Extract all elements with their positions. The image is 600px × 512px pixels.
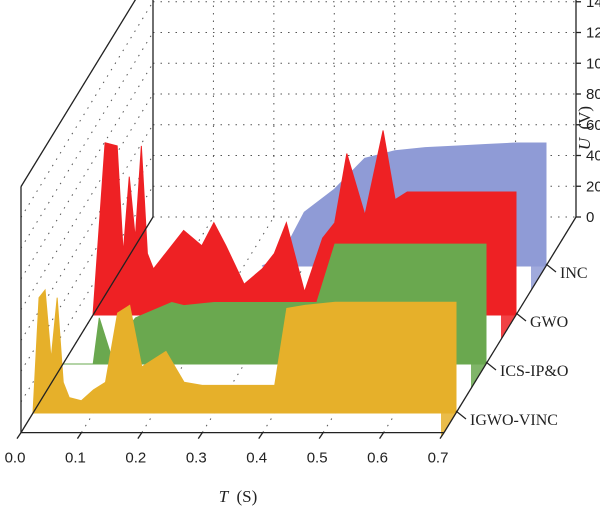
series-label-ics-ip-o: ICS-IP&O (500, 363, 568, 380)
x-tick-label: 0.1 (65, 450, 86, 467)
series-layer (32, 130, 547, 438)
series-label-gwo: GWO (530, 314, 568, 331)
series-label-tick (515, 312, 527, 322)
x-tick-mark (258, 432, 264, 439)
grid-line-side (20, 124, 154, 341)
series-labels: INC GWO ICS-IP&O IGWO-VINC (455, 263, 588, 429)
grid-line-side (20, 0, 136, 187)
x-tick-labels: 0.0 0.1 0.2 0.3 0.4 0.5 0.6 0.7 (5, 432, 449, 467)
frame-edge (443, 216, 577, 433)
y-tick-label: 20 (586, 178, 600, 195)
x-tick-mark (379, 432, 385, 439)
series-label-tick (485, 361, 497, 371)
x-tick-label: 0.7 (428, 450, 449, 467)
y-tick-label: 100 (586, 55, 600, 72)
x-tick-mark (197, 432, 203, 439)
grid-line-side (20, 62, 154, 280)
grid-line-side (20, 32, 154, 249)
x-tick-label: 0.0 (5, 450, 26, 467)
series-label-inc: INC (560, 265, 588, 282)
y-axis-title: U (V) (575, 106, 594, 150)
grid-line-side (20, 93, 154, 310)
y-tick-label: 80 (586, 86, 600, 103)
x-tick-mark (76, 432, 82, 439)
x-tick-mark (439, 432, 445, 439)
frame-edge (20, 216, 154, 433)
series-label-tick (455, 410, 467, 420)
x-tick-label: 0.6 (367, 450, 388, 467)
series-label-igwo-vinc: IGWO-VINC (470, 412, 558, 429)
y-tick-label: 140 (586, 0, 600, 11)
x-axis-variable: T (219, 487, 230, 506)
x-tick-label: 0.4 (246, 450, 267, 467)
series-label-tick (545, 263, 557, 273)
x-tick-mark (16, 432, 22, 439)
grid-line-side (20, 1, 154, 218)
grid-line-floor (141, 216, 275, 433)
x-axis-title: T (S) (219, 487, 258, 506)
x-tick-label: 0.3 (186, 450, 207, 467)
y-tick-label: 60 (586, 117, 600, 134)
frame-edge (20, 0, 137, 187)
x-axis-unit: (S) (236, 487, 257, 506)
y-axis-unit: (V) (575, 106, 594, 130)
x-tick-mark (318, 432, 324, 439)
y-tick-labels: 020406080100120140160 (576, 0, 600, 226)
x-tick-label: 0.5 (307, 450, 328, 467)
x-tick-label: 0.2 (125, 450, 146, 467)
x-tick-mark (137, 432, 143, 439)
y-tick-label: 40 (586, 148, 600, 165)
y-tick-label: 120 (586, 25, 600, 42)
y-axis-variable: U (575, 136, 594, 150)
series-area-igwo-vinc (32, 288, 457, 414)
y-tick-label: 0 (586, 209, 594, 226)
